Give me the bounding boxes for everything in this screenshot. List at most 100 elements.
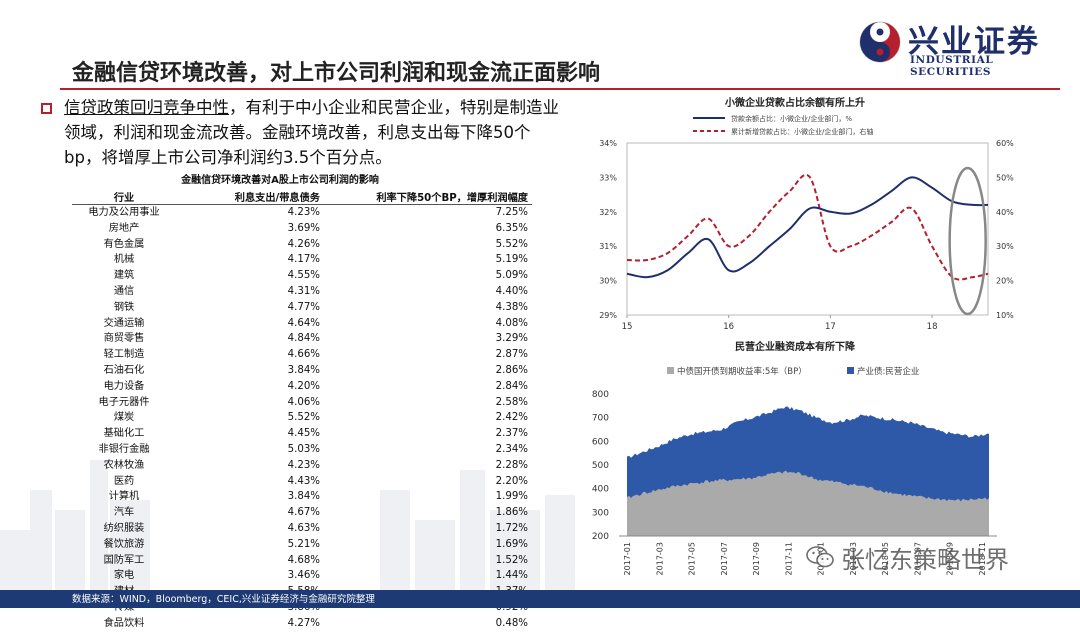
- chart2-x-tick: 2018-09: [946, 542, 955, 575]
- cell-industry: 餐饮旅游: [103, 538, 145, 550]
- footer-source: 数据来源：WIND，Bloomberg，CEIC,兴业证券经济与金融研究院整理: [72, 594, 375, 605]
- cell-industry: 基础化工: [103, 428, 145, 440]
- chart2-legend-swatch-blue: [847, 367, 854, 374]
- cell-profit-boost: 4.40%: [495, 285, 528, 297]
- chart2-x-tick: 2018-07: [913, 542, 922, 575]
- chart1-subtitle: 民营企业融资成本有所下降: [735, 340, 856, 353]
- cell-industry: 汽车: [113, 507, 135, 519]
- cell-interest-ratio: 5.03%: [287, 443, 320, 455]
- cell-profit-boost: 2.42%: [495, 412, 528, 424]
- cell-profit-boost: 0.48%: [495, 617, 528, 629]
- chart1-right-tick: 20%: [996, 277, 1014, 286]
- cell-interest-ratio: 3.84%: [287, 364, 320, 376]
- cell-profit-boost: 1.44%: [495, 570, 528, 582]
- cell-industry: 有色金属: [103, 238, 145, 250]
- chart2-legend-gray: 中债国开债到期收益率:5年（BP）: [677, 366, 807, 377]
- cell-interest-ratio: 5.21%: [287, 538, 320, 550]
- cell-profit-boost: 5.19%: [495, 254, 528, 266]
- bullet-square-icon: [41, 103, 52, 114]
- page-title: 金融信贷环境改善，对上市公司利润和现金流正面影响: [72, 55, 600, 87]
- chart2-x-tick: 2017-01: [623, 542, 632, 575]
- table-row: 石油石化 3.84% 2.86%: [72, 363, 532, 379]
- cell-interest-ratio: 4.27%: [287, 617, 320, 629]
- cell-industry: 电力及公用事业: [88, 207, 160, 218]
- chart1-left-tick: 34%: [599, 139, 617, 148]
- table-row: 有色金属 4.26% 5.52%: [72, 237, 532, 253]
- chart2-x-tick: 2017-09: [752, 542, 761, 575]
- table-row: 国防军工 4.68% 1.52%: [72, 553, 532, 569]
- cell-profit-boost: 2.20%: [495, 475, 528, 487]
- table-header-interest-ratio: 利息支出/带息债务: [176, 188, 324, 205]
- cell-interest-ratio: 4.17%: [287, 254, 320, 266]
- chart1-x-tick: 15: [622, 322, 633, 332]
- cell-profit-boost: 2.28%: [495, 459, 528, 471]
- chart1-x-tick: 18: [927, 322, 938, 332]
- page-title-main: 金融信贷环境改善，对上市公司利润和现金流正面: [72, 61, 557, 86]
- table-row: 商贸零售 4.84% 3.29%: [72, 331, 532, 347]
- table-row: 纺织服装 4.63% 1.72%: [72, 521, 532, 537]
- chart1-left-tick: 32%: [599, 208, 617, 217]
- cell-profit-boost: 4.38%: [495, 301, 528, 313]
- chart1-right-tick: 50%: [996, 173, 1014, 182]
- chart1-title: 小微企业贷款占比余额有所上升: [724, 96, 865, 109]
- chart2-y-tick: 400: [592, 485, 609, 495]
- cell-industry: 建筑: [113, 270, 135, 282]
- table-row: 电力及公用事业 4.23% 7.25%: [72, 205, 532, 221]
- table-row: 农林牧渔 4.23% 2.28%: [72, 458, 532, 474]
- table-row: 通信 4.31% 4.40%: [72, 284, 532, 300]
- logo-name-en: INDUSTRIAL SECURITIES: [910, 54, 994, 78]
- cell-profit-boost: 2.84%: [495, 380, 528, 392]
- cell-interest-ratio: 3.69%: [287, 222, 320, 234]
- cell-interest-ratio: 4.84%: [287, 333, 320, 345]
- industry-profit-table: 行业 利息支出/带息债务 利率下降50个BP，增厚利润幅度 电力及公用事业 4.2…: [72, 188, 532, 632]
- summary-rest: ，有利于中小企业和民营企业，特别是制造业领域，利润和现金流改善。金融环境改善，利…: [64, 98, 559, 167]
- cell-industry: 商贸零售: [103, 333, 145, 345]
- cell-profit-boost: 1.52%: [495, 554, 528, 566]
- cell-interest-ratio: 4.31%: [287, 285, 320, 297]
- cell-industry: 农林牧渔: [103, 459, 145, 471]
- summary-paragraph: 信贷政策回归竞争中性，有利于中小企业和民营企业，特别是制造业领域，利润和现金流改…: [64, 95, 564, 170]
- table-row: 轻工制造 4.66% 2.87%: [72, 347, 532, 363]
- chart1-highlight-ellipse: [948, 166, 987, 316]
- chart2-y-tick: 800: [592, 390, 609, 400]
- wechat-icon: [806, 546, 834, 568]
- table-header-profit-boost: 利率下降50个BP，增厚利润幅度: [324, 188, 532, 205]
- cell-industry: 轻工制造: [103, 349, 145, 361]
- chart-bond-yield-area: 中债国开债到期收益率:5年（BP） 产业债:民营企业 200 300 400 500 600…: [592, 366, 997, 575]
- cell-interest-ratio: 4.68%: [287, 554, 320, 566]
- cell-profit-boost: 2.37%: [495, 428, 528, 440]
- chart2-x-tick: 2018-05: [881, 542, 890, 575]
- chart2-area-cdb-yield: [627, 470, 989, 536]
- table-row: 电力设备 4.20% 2.84%: [72, 379, 532, 395]
- chart1-plot-frame: [626, 142, 989, 316]
- cell-interest-ratio: 5.52%: [287, 412, 320, 424]
- chart2-x-tick: 2017-07: [720, 542, 729, 575]
- cell-industry: 国防军工: [103, 554, 145, 566]
- title-divider: [60, 88, 1060, 90]
- table-row: 医药 4.43% 2.20%: [72, 474, 532, 490]
- cell-interest-ratio: 4.77%: [287, 301, 320, 313]
- chart1-left-tick: 30%: [599, 277, 617, 286]
- chart2-x-tick: 2017-03: [655, 542, 664, 575]
- cell-interest-ratio: 4.23%: [287, 207, 320, 218]
- chart2-x-tick: 2017-11: [784, 542, 793, 575]
- cell-industry: 交通运输: [103, 317, 145, 329]
- chart1-legend-new-loans: 累计新增贷款占比：小微企业/企业部门，右轴: [731, 127, 873, 136]
- chart1-left-tick: 33%: [599, 173, 617, 182]
- cell-industry: 纺织服装: [103, 522, 145, 534]
- cell-interest-ratio: 4.06%: [287, 396, 320, 408]
- cell-interest-ratio: 4.67%: [287, 507, 320, 519]
- chart2-y-tick: 500: [592, 461, 609, 471]
- chart1-left-tick: 29%: [599, 311, 617, 320]
- cell-profit-boost: 2.34%: [495, 443, 528, 455]
- cell-profit-boost: 1.86%: [495, 507, 528, 519]
- cell-profit-boost: 7.25%: [495, 207, 528, 218]
- table-row: 非银行金融 5.03% 2.34%: [72, 442, 532, 458]
- cell-profit-boost: 2.86%: [495, 364, 528, 376]
- watermark-text: 张忆东策略世界: [841, 546, 1009, 574]
- cell-industry: 电子元器件: [98, 396, 150, 408]
- company-logo: 兴业证券 INDUSTRIAL SECURITIES: [858, 14, 1068, 78]
- chart2-legend-blue: 产业债:民营企业: [857, 366, 919, 377]
- table-row: 房地产 3.69% 6.35%: [72, 221, 532, 237]
